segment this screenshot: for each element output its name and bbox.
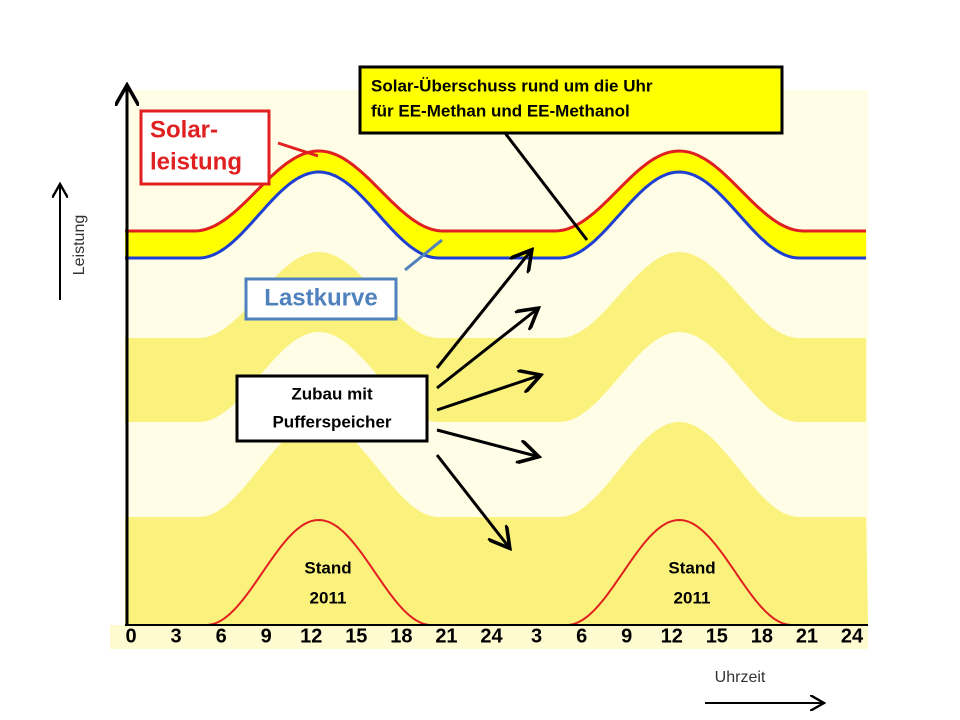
stand-2011-curve	[566, 518, 792, 626]
x-tick-label: 3	[171, 625, 182, 647]
surplus-box	[358, 65, 784, 135]
stand-text: Stand	[668, 558, 715, 577]
tick-band	[110, 625, 868, 649]
x-tick-label: 21	[435, 625, 457, 647]
storage-box	[235, 374, 429, 443]
solar-leader	[277, 141, 319, 158]
load-box	[244, 277, 398, 321]
arrow	[436, 428, 536, 456]
load-curve	[125, 170, 866, 260]
y-axis-label: Leistung	[71, 215, 88, 276]
arrows	[435, 252, 538, 546]
x-tick-label: 15	[345, 625, 367, 647]
surplus-text: Solar-Überschuss rund um die Uhr	[371, 76, 653, 95]
storage-text: Zubau mit	[291, 384, 373, 403]
x-tick-label: 0	[125, 625, 136, 647]
stand-text: 2011	[310, 588, 347, 607]
x-tick-label: 9	[621, 625, 632, 647]
arrow	[435, 252, 530, 369]
x-tick-label: 12	[661, 625, 683, 647]
x-tick-label: 18	[390, 625, 412, 647]
x-tick-label: 12	[300, 625, 322, 647]
solar-text: leistung	[150, 148, 242, 175]
x-ticks: 0 3 6 9 12 15 18 21 24 3 6 9 12 15 18 21 24	[125, 625, 864, 647]
load-leader	[404, 238, 443, 272]
storage-text: Pufferspeicher	[272, 412, 391, 431]
x-tick-label: 24	[841, 625, 864, 647]
stand-2011-curve	[206, 518, 432, 626]
surplus-leader	[503, 132, 589, 241]
surplus-band	[125, 151, 866, 258]
surplus-text: für EE-Methan und EE-Methanol	[371, 101, 630, 120]
solar-curve	[125, 149, 866, 233]
band	[125, 422, 868, 625]
x-tick-label: 15	[706, 625, 728, 647]
x-tick-label: 6	[576, 625, 587, 647]
x-tick-label: 3	[531, 625, 542, 647]
stand-text: 2011	[674, 588, 711, 607]
solar-text: Solar-	[150, 116, 218, 143]
x-tick-label: 18	[751, 625, 773, 647]
x-tick-label: 6	[216, 625, 227, 647]
solar-box	[139, 109, 271, 186]
x-axis-label: Uhrzeit	[715, 669, 766, 686]
x-tick-label: 21	[796, 625, 818, 647]
arrow	[436, 376, 538, 412]
x-tick-label: 9	[261, 625, 272, 647]
arrow	[436, 310, 536, 390]
load-text: Lastkurve	[264, 284, 377, 311]
x-tick-label: 24	[480, 625, 503, 647]
arrow	[435, 454, 508, 546]
stand-text: Stand	[304, 558, 351, 577]
